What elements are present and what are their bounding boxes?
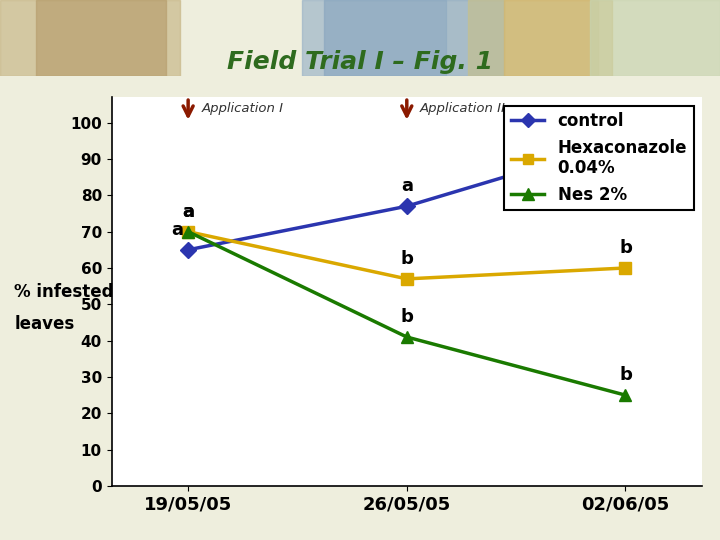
Nes 2% bbox=[184, 228, 192, 235]
Bar bbox=[504, 0, 612, 76]
Nes 2% bbox=[621, 392, 630, 399]
Text: a: a bbox=[182, 202, 194, 221]
Nes 2% bbox=[402, 334, 411, 340]
Hexaconazole
0.04% bbox=[621, 265, 630, 271]
Bar bbox=[36, 0, 166, 76]
Text: leaves: leaves bbox=[14, 315, 75, 333]
Text: a: a bbox=[171, 221, 183, 239]
Hexaconazole
0.04% bbox=[184, 228, 192, 235]
Text: Application II: Application II bbox=[420, 102, 505, 114]
Legend: control, Hexaconazole
0.04%, Nes 2%: control, Hexaconazole 0.04%, Nes 2% bbox=[504, 105, 693, 211]
Bar bbox=[302, 0, 446, 76]
Line: control: control bbox=[183, 135, 631, 255]
Text: a: a bbox=[401, 177, 413, 195]
Text: b: b bbox=[400, 250, 413, 268]
control bbox=[402, 203, 411, 210]
Text: Field Trial I – Fig. 1: Field Trial I – Fig. 1 bbox=[227, 50, 493, 74]
Line: Hexaconazole
0.04%: Hexaconazole 0.04% bbox=[183, 226, 631, 285]
Hexaconazole
0.04% bbox=[402, 275, 411, 282]
Bar bbox=[590, 0, 720, 76]
Text: b: b bbox=[619, 366, 632, 384]
Line: Nes 2%: Nes 2% bbox=[182, 225, 631, 401]
control bbox=[621, 138, 630, 144]
Text: b: b bbox=[619, 239, 632, 257]
Text: % infested: % infested bbox=[14, 282, 114, 301]
Bar bbox=[0, 0, 180, 76]
Text: b: b bbox=[400, 308, 413, 326]
control bbox=[184, 247, 192, 253]
Text: a: a bbox=[182, 202, 194, 221]
Text: Application I: Application I bbox=[202, 102, 283, 114]
Bar bbox=[468, 0, 598, 76]
Bar bbox=[324, 0, 504, 76]
Text: a: a bbox=[619, 112, 631, 130]
